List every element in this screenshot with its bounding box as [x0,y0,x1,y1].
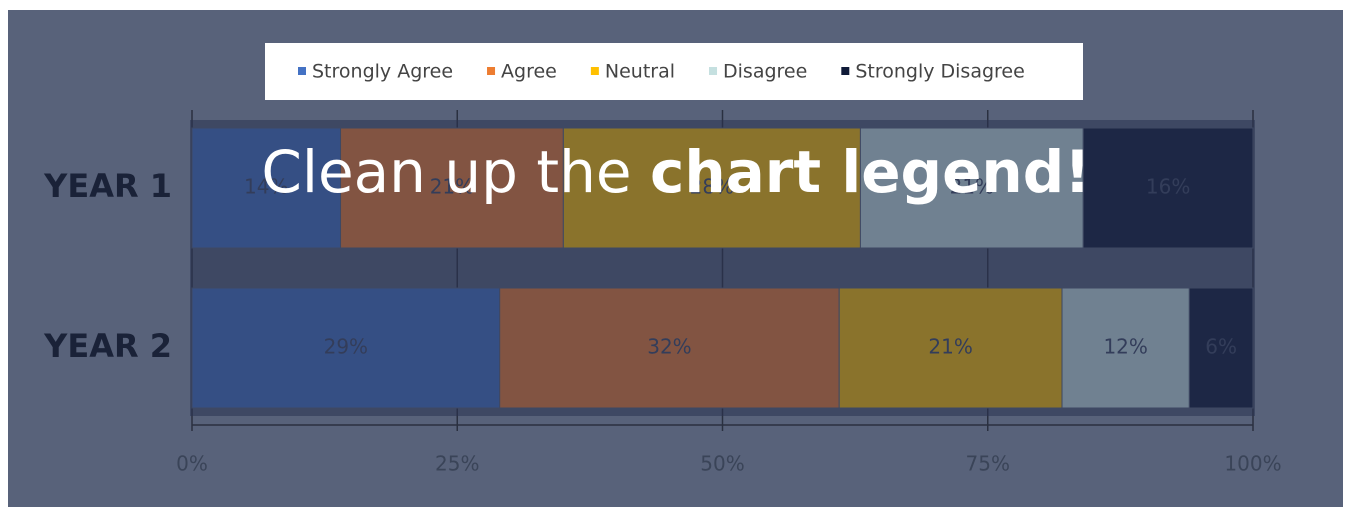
legend-label: Strongly Disagree [855,61,1024,83]
legend-swatch [709,67,718,75]
legend-label: Neutral [605,61,675,83]
annotation-emphasis: chart legend! [650,138,1091,206]
dim-overlay [190,120,1255,416]
category-label: YEAR 2 [43,327,172,365]
x-tick-label: 25% [435,452,479,476]
legend-swatch [487,67,496,75]
legend-box [265,43,1083,100]
legend-label: Agree [501,61,557,83]
legend-swatch [841,67,850,75]
legend-swatch [298,67,306,75]
x-tick-label: 50% [700,452,744,476]
x-tick-label: 75% [966,452,1010,476]
category-label: YEAR 1 [43,167,172,205]
annotation: Clean up the chart legend! [261,138,1090,206]
legend-label: Strongly Agree [312,61,453,83]
legend-swatch [590,67,599,75]
legend-label: Disagree [723,61,807,83]
x-tick-label: 100% [1224,452,1281,476]
x-tick-label: 0% [176,452,208,476]
annotation-text: Clean up the [261,138,631,206]
